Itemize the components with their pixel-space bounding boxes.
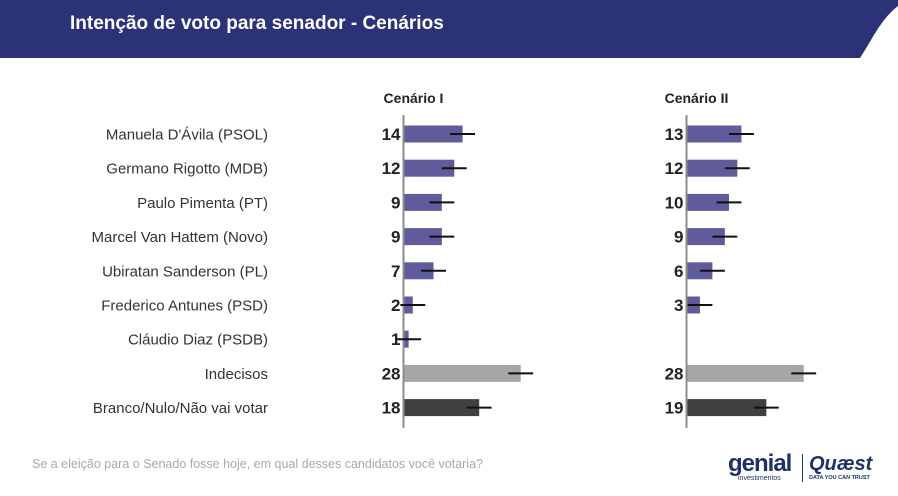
quaest-logo-sub: DATA YOU CAN TRUST: [809, 475, 870, 481]
panel-title: Cenário II: [665, 90, 729, 106]
bar: [404, 262, 434, 280]
bar: [404, 125, 463, 143]
data-label: 14: [382, 125, 401, 144]
genial-logo: genial: [728, 450, 792, 477]
vote-intention-chart: Manuela D'Ávila (PSOL) Germano Rigotto (M…: [92, 90, 817, 428]
quaest-logo: Quæst: [809, 453, 873, 475]
bar: [404, 193, 442, 211]
category-label: Manuela D'Ávila (PSOL): [106, 127, 268, 144]
bar: [687, 228, 725, 246]
data-label: 9: [674, 228, 683, 247]
data-label: 18: [382, 399, 401, 418]
header-banner: Intenção de voto para senador - Cenários: [0, 0, 898, 58]
bar: [404, 228, 442, 246]
logo-divider: [802, 454, 803, 482]
data-label: 12: [382, 159, 401, 178]
bar: [687, 125, 742, 143]
category-label: Marcel Van Hattem (Novo): [92, 229, 268, 246]
bar: [687, 193, 729, 211]
genial-logo-sub: investimentos: [738, 475, 781, 482]
data-label: 9: [391, 228, 400, 247]
data-label: 7: [391, 262, 400, 281]
page-title: Intenção de voto para senador - Cenários: [70, 13, 444, 34]
header-background: [0, 0, 898, 58]
data-label: 13: [665, 125, 684, 144]
category-label: Cláudio Diaz (PSDB): [128, 332, 268, 349]
data-label: 2: [391, 296, 400, 315]
category-label: Ubiratan Sanderson (PL): [102, 263, 268, 280]
bar: [687, 364, 804, 382]
category-label: Paulo Pimenta (PT): [137, 195, 268, 212]
data-label: 9: [391, 193, 400, 212]
category-label: Indecisos: [205, 366, 268, 383]
category-label: Germano Rigotto (MDB): [106, 161, 268, 178]
data-label: 6: [674, 262, 683, 281]
bar: [687, 399, 767, 417]
panel-title: Cenário I: [384, 90, 444, 106]
data-label: 28: [665, 364, 684, 383]
logos: genial investimentos Quæst DATA YOU CAN …: [728, 452, 878, 486]
category-label: Branco/Nulo/Não vai votar: [93, 400, 268, 417]
survey-question: Se a eleição para o Senado fosse hoje, e…: [32, 457, 483, 471]
category-label: Frederico Antunes (PSD): [101, 298, 268, 315]
data-label: 12: [665, 159, 684, 178]
bar: [687, 159, 738, 177]
data-label: 28: [382, 364, 401, 383]
bar: [404, 159, 455, 177]
data-label: 1: [391, 330, 400, 349]
data-label: 10: [665, 193, 684, 212]
data-label: 19: [665, 399, 684, 418]
bar: [404, 399, 480, 417]
bar: [404, 364, 521, 382]
data-label: 3: [674, 296, 683, 315]
